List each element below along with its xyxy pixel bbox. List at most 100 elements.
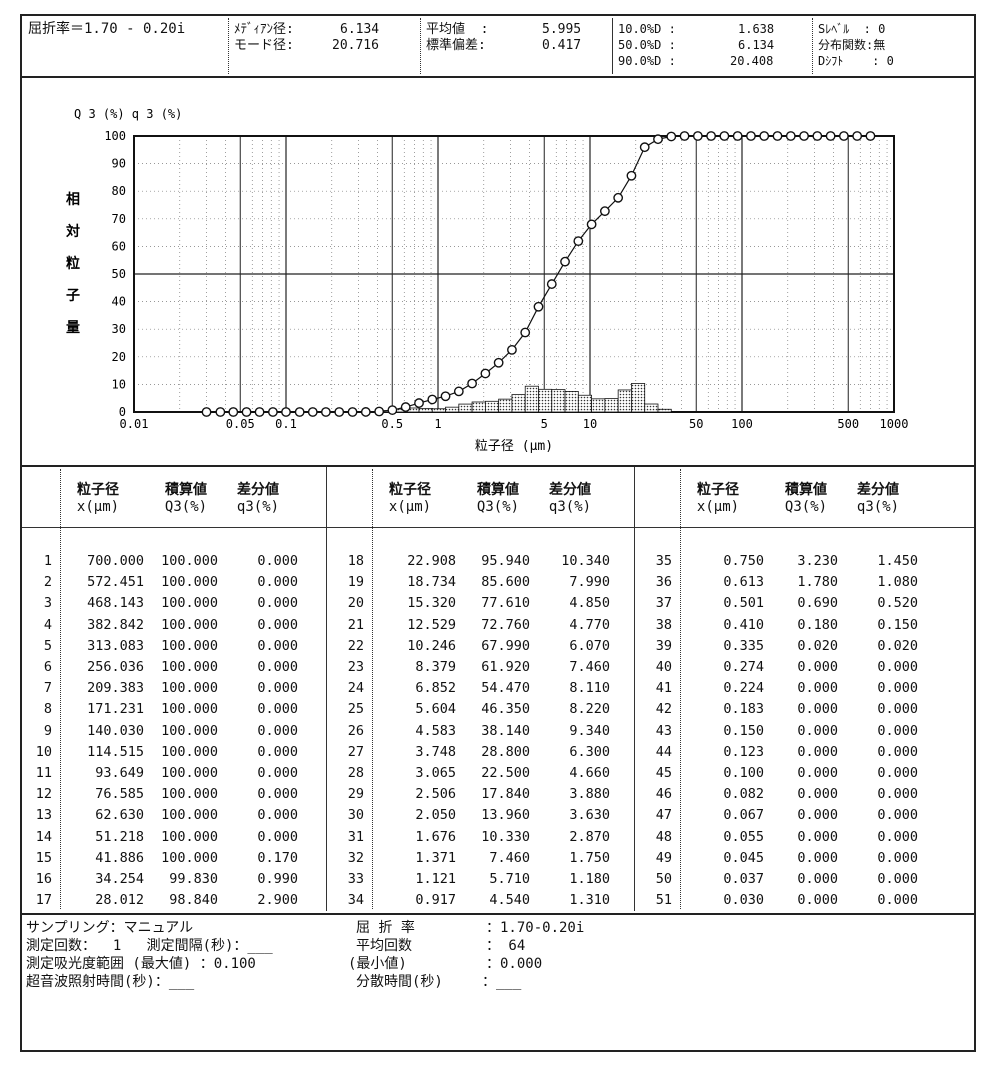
cumulative-point	[653, 134, 663, 145]
x-tick-label: 100	[731, 417, 753, 431]
row-index: 34	[347, 892, 364, 909]
cell-size: 12.529	[407, 616, 456, 633]
histogram-bar	[445, 406, 460, 413]
histogram-bar	[538, 388, 553, 413]
cell-differential: 0.000	[257, 786, 298, 803]
cell-cumulative: 0.000	[797, 807, 838, 824]
column-header-unit: Q3(%)	[164, 499, 208, 515]
cumulative-point	[838, 131, 849, 141]
cell-differential: 0.150	[877, 616, 918, 633]
row-index: 26	[347, 722, 364, 739]
row-index: 41	[655, 680, 672, 697]
cell-differential: 0.000	[257, 765, 298, 781]
cell-cumulative: 0.000	[797, 722, 838, 739]
cell-cumulative: 0.000	[797, 765, 838, 781]
row-index: 40	[655, 659, 672, 675]
row-index: 17	[35, 892, 52, 909]
column-header-unit: q3(%)	[236, 499, 280, 515]
cell-differential: 0.170	[257, 849, 298, 866]
row-index: 47	[655, 807, 672, 824]
column-header-unit: Q3(%)	[476, 499, 520, 515]
y-tick-label: 0	[119, 405, 126, 419]
d-shift: Dｼﾌﾄ : 0	[818, 54, 894, 68]
divider	[228, 18, 229, 74]
column-group-divider	[634, 467, 635, 911]
row-index: 35	[655, 553, 672, 569]
row-index: 10	[35, 743, 52, 760]
std-label: 標準偏差:	[426, 38, 486, 53]
cell-size: 140.030	[87, 722, 144, 739]
row-index: 4	[43, 616, 52, 633]
row-index: 2	[43, 574, 52, 591]
cell-differential: 0.000	[257, 680, 298, 697]
cell-differential: 0.000	[257, 807, 298, 824]
cell-differential: 4.660	[569, 765, 610, 781]
cell-cumulative: 100.000	[161, 765, 218, 781]
row-index: 13	[35, 807, 52, 824]
d90-label: 90.0%D :	[618, 54, 676, 68]
cell-differential: 1.450	[877, 553, 918, 569]
histogram-bar	[484, 400, 500, 413]
cell-cumulative: 95.940	[481, 553, 530, 569]
header-rule	[22, 527, 974, 528]
cell-differential: 0.990	[257, 871, 298, 887]
cell-cumulative: 100.000	[161, 807, 218, 824]
cumulative-point	[414, 398, 424, 408]
column-header-unit: x(μm)	[388, 499, 432, 515]
cell-cumulative: 100.000	[161, 786, 218, 803]
column-header-label: 積算値	[477, 482, 519, 498]
x-tick-label: 500	[837, 417, 859, 431]
cell-differential: 8.110	[569, 680, 610, 697]
cell-size: 0.030	[723, 892, 764, 909]
cell-differential: 0.000	[877, 680, 918, 697]
cumulative-point	[507, 344, 517, 355]
row-index: 16	[35, 871, 52, 887]
cell-differential: 0.000	[257, 701, 298, 718]
row-index: 6	[43, 659, 52, 675]
row-index: 7	[43, 680, 52, 697]
cell-cumulative: 100.000	[161, 743, 218, 760]
dispersion-time-value: ：___	[482, 974, 522, 990]
x-tick-label: 0.5	[381, 417, 403, 431]
cell-cumulative: 0.000	[797, 659, 838, 675]
cell-differential: 0.000	[877, 743, 918, 760]
cell-differential: 6.300	[569, 743, 610, 760]
cell-size: 171.231	[87, 701, 144, 718]
row-index: 8	[43, 701, 52, 718]
cell-cumulative: 46.350	[481, 701, 530, 718]
cell-cumulative: 5.710	[489, 871, 530, 887]
chart-section: 100 90 80 70 60 50 40 30 20 10 0 0.01 0.05 0.1 0.5 1 5 10…	[22, 78, 974, 467]
cell-size: 0.150	[723, 722, 764, 739]
y-tick-label: 80	[112, 184, 126, 198]
cell-cumulative: 0.020	[797, 637, 838, 654]
min-value: ：0.000	[486, 956, 543, 972]
row-index: 1	[43, 553, 52, 569]
histogram-bar	[471, 401, 486, 413]
cell-cumulative: 100.000	[161, 595, 218, 612]
cell-differential: 1.750	[569, 849, 610, 866]
y-tick-label: 40	[112, 295, 126, 309]
divider	[612, 18, 613, 74]
cumulative-point	[706, 131, 717, 141]
row-index: 28	[347, 765, 364, 781]
histogram-bar	[511, 394, 526, 413]
cell-size: 8.379	[415, 659, 456, 675]
cell-size: 313.083	[87, 637, 144, 654]
cell-differential: 3.880	[569, 786, 610, 803]
cumulative-point	[493, 357, 504, 368]
cumulative-point	[785, 131, 796, 141]
cumulative-point	[865, 131, 876, 141]
distribution-function: 分布関数:無	[818, 38, 886, 52]
cell-size: 10.246	[407, 637, 456, 654]
column-header-label: 差分値	[237, 482, 279, 498]
cell-size: 0.335	[723, 637, 764, 654]
cell-size: 51.218	[95, 828, 144, 845]
absorbance-range: 測定吸光度範囲 (最大値) ：0.100	[26, 956, 256, 972]
row-index: 48	[655, 828, 672, 845]
x-tick-label: 10	[583, 417, 597, 431]
cell-size: 34.254	[95, 871, 144, 887]
y-tick-label: 90	[112, 157, 126, 171]
cell-cumulative: 100.000	[161, 659, 218, 675]
cumulative-point	[746, 131, 756, 141]
cell-cumulative: 100.000	[161, 574, 218, 591]
